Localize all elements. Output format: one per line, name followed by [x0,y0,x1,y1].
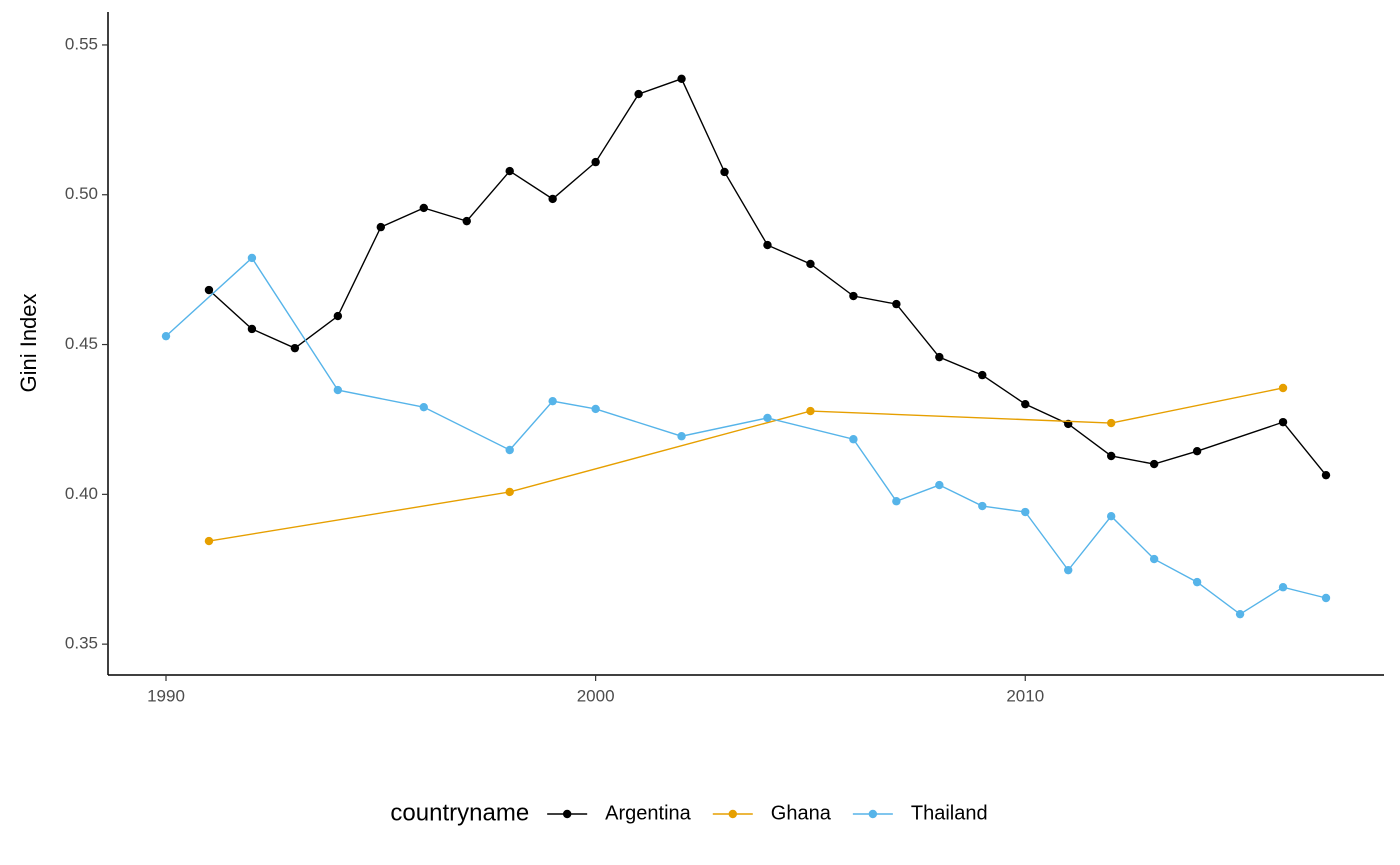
y-tick-label: 0.35 [65,634,98,653]
legend-title: countryname [390,799,529,826]
data-point [892,299,901,309]
data-point [1278,417,1288,427]
data-point [1149,459,1159,469]
legend-key-point [562,809,572,819]
data-point [892,497,901,506]
data-point [333,311,343,321]
data-point [548,194,557,204]
data-point [1106,451,1116,461]
y-tick-label: 0.40 [65,484,98,503]
data-point [548,396,557,406]
x-tick-label: 2000 [577,686,615,705]
data-point [1235,609,1245,619]
data-point [1106,418,1116,428]
data-point [935,352,944,362]
data-point [849,291,858,301]
data-point [720,167,729,177]
data-point [1021,399,1030,409]
y-tick-label: 0.45 [65,334,98,353]
data-point [419,402,428,412]
data-point [1278,583,1288,592]
data-point [935,480,944,490]
data-point [247,324,257,334]
data-point [204,285,214,295]
data-point [290,343,300,353]
series-line [208,77,1327,476]
data-point [1021,507,1030,517]
legend-key-point [868,809,878,819]
data-point [204,536,214,546]
data-point [505,445,514,455]
data-point [978,501,987,511]
data-point [1149,554,1159,564]
data-point [462,216,471,226]
legend-key-point [728,809,737,819]
data-point [376,222,386,232]
data-point [978,370,987,380]
data-point [1192,577,1202,587]
data-point [806,406,815,416]
data-point [591,157,600,167]
legend-label: Thailand [911,802,988,824]
legend-label: Argentina [605,802,691,824]
legend-label: Ghana [771,802,832,824]
data-point [333,385,343,395]
data-point [763,413,772,423]
data-point [634,89,643,99]
data-point [677,432,686,441]
y-tick-label: 0.55 [65,34,98,53]
data-point [505,166,514,176]
x-tick-label: 1990 [147,686,185,705]
data-point [1106,512,1116,521]
data-point [247,253,257,263]
data-point [1064,565,1073,575]
y-tick-label: 0.50 [65,184,98,203]
data-point [1192,447,1202,456]
data-point [806,259,815,269]
data-point [1278,383,1288,393]
data-point [1321,593,1331,603]
data-point [419,203,428,213]
y-axis-title: Gini Index [16,293,41,392]
data-point [849,435,858,444]
data-point [677,74,686,84]
data-point [763,240,772,250]
data-point [591,404,600,414]
data-point [1321,470,1331,480]
x-tick-label: 2010 [1006,686,1044,705]
data-point [161,331,171,341]
data-point [505,487,514,497]
